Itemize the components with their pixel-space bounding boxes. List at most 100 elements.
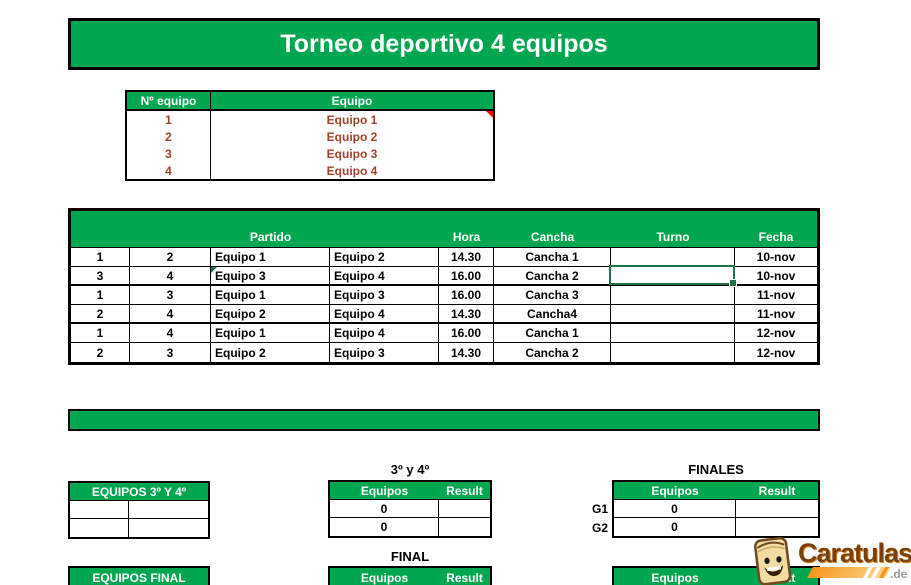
team-num-cell[interactable]: 3	[127, 145, 211, 162]
team-num-cell[interactable]: 1	[127, 111, 211, 128]
cell-fecha[interactable]: 11-nov	[735, 305, 817, 324]
team-name-cell[interactable]: Equipo 2	[326, 129, 378, 144]
teams-header-num: Nº equipo	[127, 92, 211, 109]
equipos-3-4-label: EQUIPOS 3º Y 4º	[91, 484, 187, 499]
table-row: 0	[614, 518, 818, 536]
empty-cell[interactable]	[129, 519, 208, 537]
team-name-cell[interactable]: Equipo 4	[326, 163, 378, 178]
cell-turno[interactable]	[611, 343, 735, 362]
cell-hora[interactable]: 14.30	[439, 248, 494, 267]
cell-turno[interactable]	[611, 305, 735, 324]
teams-header-name: Equipo	[331, 93, 373, 108]
cell-team1[interactable]: Equipo 2	[211, 343, 330, 362]
header-fecha: Fecha	[758, 230, 794, 244]
schedule-row: 3 4 Equipo 3 Equipo 4 16.00 Cancha 2 10-…	[71, 265, 817, 287]
schedule-table: Partido Hora Cancha Turno Fecha 1 2 Equi…	[68, 208, 820, 365]
fill-handle[interactable]	[729, 279, 737, 287]
equipos-value-cell[interactable]: 0	[614, 518, 736, 536]
cell-hora[interactable]: 16.00	[439, 267, 494, 286]
cell-cancha[interactable]: Cancha 2	[494, 343, 611, 362]
cell-hora[interactable]: 14.30	[439, 305, 494, 324]
result-cell[interactable]	[439, 500, 490, 518]
caratulas-logo: Caratulas .de	[748, 534, 911, 585]
cell-team1[interactable]: Equipo 1	[211, 286, 330, 305]
cell-n2[interactable]: 4	[130, 267, 211, 286]
team-text: Equipo 3	[215, 268, 266, 283]
empty-cell[interactable]	[70, 519, 129, 537]
cell-n1[interactable]: 3	[71, 267, 130, 286]
cell-team2[interactable]: Equipo 2	[330, 248, 439, 267]
cell-team2[interactable]: Equipo 3	[330, 286, 439, 305]
teams-table-header: Nº equipo Equipo	[127, 92, 493, 111]
team-num-cell[interactable]: 4	[127, 162, 211, 179]
team-name: Equipo 1	[326, 112, 378, 127]
cell-cancha[interactable]: Cancha 3	[494, 286, 611, 305]
page-title: Torneo deportivo 4 equipos	[280, 29, 608, 58]
schedule-row: 2 4 Equipo 2 Equipo 4 14.30 Cancha4 11-n…	[71, 305, 817, 324]
cell-team1[interactable]: Equipo 2	[211, 305, 330, 324]
logo-tld-text[interactable]: .de	[890, 567, 908, 581]
cell-n2[interactable]: 2	[130, 248, 211, 267]
cell-cancha[interactable]: Cancha4	[494, 305, 611, 324]
g2-label: G2	[591, 521, 608, 535]
teams-table-body: 1 Equipo 1 2 Equipo 2 3 Equipo 3 4 Equip…	[127, 111, 493, 179]
header-result: Result	[446, 483, 483, 498]
team-name-cell[interactable]: Equipo 1	[211, 111, 493, 128]
equipos-value-cell[interactable]: 0	[614, 500, 736, 518]
cell-team2[interactable]: Equipo 4	[330, 267, 439, 286]
cell-team2[interactable]: Equipo 4	[330, 305, 439, 324]
cell-fecha[interactable]: 10-nov	[735, 248, 817, 267]
cell-n2[interactable]: 3	[130, 286, 211, 305]
cell-n1[interactable]: 1	[71, 324, 130, 343]
cell-team1[interactable]: Equipo 3	[211, 267, 330, 286]
equipos-3-4-table: EQUIPOS 3º Y 4º	[68, 481, 210, 539]
cell-hora[interactable]: 16.00	[439, 286, 494, 305]
equipos-value-cell[interactable]: 0	[330, 518, 439, 536]
cell-n1[interactable]: 1	[71, 248, 130, 267]
header-spacer	[71, 244, 130, 247]
cell-cancha[interactable]: Cancha 2	[494, 267, 611, 286]
final-header: Equipos Result	[330, 568, 490, 585]
cell-turno[interactable]	[611, 324, 735, 343]
cell-n1[interactable]: 1	[71, 286, 130, 305]
header-turno: Turno	[656, 230, 690, 244]
equipos-value-cell[interactable]: 0	[330, 500, 439, 518]
cell-fecha[interactable]: 12-nov	[735, 324, 817, 343]
teams-table: Nº equipo Equipo 1 Equipo 1 2 Equipo 2 3…	[125, 90, 495, 181]
cell-cancha[interactable]: Cancha 1	[494, 248, 611, 267]
cell-hora[interactable]: 14.30	[439, 343, 494, 362]
cell-n2[interactable]: 4	[130, 324, 211, 343]
green-divider-band	[68, 409, 820, 431]
team-num-cell[interactable]: 2	[127, 128, 211, 145]
cell-n1[interactable]: 2	[71, 305, 130, 324]
cell-team2[interactable]: Equipo 4	[330, 324, 439, 343]
finales-title: FINALES	[688, 462, 744, 477]
header-result: Result	[758, 483, 796, 498]
cell-fecha[interactable]: 12-nov	[735, 343, 817, 362]
schedule-row: 1 2 Equipo 1 Equipo 2 14.30 Cancha 1 10-…	[71, 248, 817, 267]
finales-table: Equipos Result 0 0	[612, 480, 820, 538]
cell-team1[interactable]: Equipo 1	[211, 324, 330, 343]
team-name-cell[interactable]: Equipo 3	[326, 146, 378, 161]
selected-cell-turno[interactable]	[609, 265, 737, 287]
schedule-row: 1 3 Equipo 1 Equipo 3 16.00 Cancha 3 11-…	[71, 286, 817, 305]
cell-team2[interactable]: Equipo 3	[330, 343, 439, 362]
cell-fecha[interactable]: 10-nov	[735, 267, 817, 286]
empty-cell[interactable]	[129, 501, 208, 519]
cell-turno[interactable]	[611, 286, 735, 305]
empty-cell[interactable]	[70, 501, 129, 519]
result-cell[interactable]	[736, 500, 818, 518]
cell-n1[interactable]: 2	[71, 343, 130, 362]
result-cell[interactable]	[439, 518, 490, 536]
cell-cancha[interactable]: Cancha 1	[494, 324, 611, 343]
cell-n2[interactable]: 3	[130, 343, 211, 362]
logo-brand-text[interactable]: Caratulas	[798, 538, 911, 568]
schedule-row: 2 3 Equipo 2 Equipo 3 14.30 Cancha 2 12-…	[71, 343, 817, 362]
cell-n2[interactable]: 4	[130, 305, 211, 324]
cell-fecha[interactable]: 11-nov	[735, 286, 817, 305]
cell-hora[interactable]: 16.00	[439, 324, 494, 343]
title-banner: Torneo deportivo 4 equipos	[68, 18, 820, 70]
cell-selection-outline[interactable]	[609, 265, 737, 287]
cell-team1[interactable]: Equipo 1	[211, 248, 330, 267]
